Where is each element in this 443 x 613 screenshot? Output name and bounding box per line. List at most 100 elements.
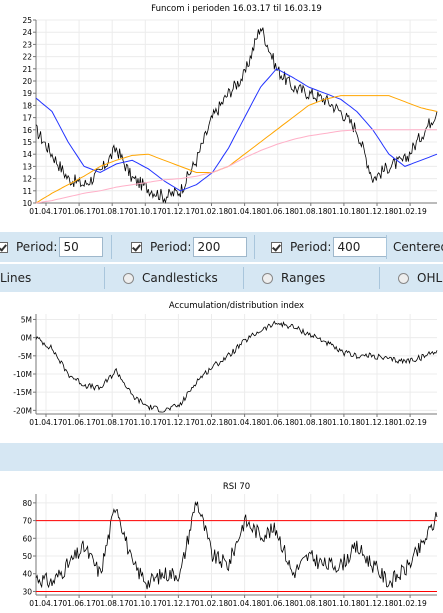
divider	[243, 267, 244, 289]
centered-toggle[interactable]: Centered	[393, 240, 443, 254]
rsi-chart-xtick-label: 01.08.18	[294, 599, 328, 608]
ranges-option[interactable]: Ranges	[262, 264, 325, 292]
rsi-chart-ytick-label: 50	[22, 552, 32, 561]
ad-chart-ytick-label: -10M	[13, 370, 32, 379]
rsi-chart-title: RSI 70	[223, 482, 250, 492]
price-chart-ytick-label: 17	[22, 114, 32, 123]
ad-chart-xtick-label: 01.10.17	[129, 418, 163, 427]
rsi-chart-xtick-label: 01.10.18	[327, 599, 361, 608]
period-200-input[interactable]: 200	[193, 237, 248, 257]
ad-chart-xtick-label: 01.04.18	[228, 418, 262, 427]
price-chart-xtick-label: 01.08.17	[95, 207, 129, 216]
ad-chart-xtick-label: 01.08.17	[95, 418, 129, 427]
period-label: Period:	[150, 240, 192, 254]
price-chart-ytick-label: 15	[22, 138, 32, 147]
price-chart-series-line	[35, 68, 438, 192]
price-chart-title: Funcom i perioden 16.03.17 til 16.03.19	[151, 4, 322, 14]
rsi-chart-xtick-label: 01.02.19	[393, 599, 427, 608]
period-400-input[interactable]: 400	[333, 237, 388, 257]
candlesticks-option[interactable]: Candlesticks	[123, 264, 218, 292]
divider	[111, 235, 112, 259]
price-chart-ytick-label: 12	[22, 175, 32, 184]
lines-option[interactable]: Lines	[0, 264, 31, 292]
price-chart-xtick-label: 01.10.18	[327, 207, 361, 216]
ad-chart-xtick-label: 01.12.17	[162, 418, 196, 427]
divider	[379, 267, 380, 289]
price-chart-ytick-label: 22	[22, 53, 32, 62]
ad-chart-xtick-label: 01.02.18	[195, 418, 229, 427]
ad-chart-xtick-label: 01.08.18	[294, 418, 328, 427]
ohl-option[interactable]: OHL	[398, 264, 442, 292]
ad-chart-ytick-label: 5M	[21, 315, 32, 324]
price-chart-xtick-label: 01.02.18	[195, 207, 229, 216]
price-chart: Funcom i perioden 16.03.17 til 16.03.19 1…	[22, 4, 438, 216]
divider	[386, 235, 387, 259]
ma-50-checkbox[interactable]	[0, 241, 8, 253]
price-chart-ytick-label: 19	[22, 89, 32, 98]
price-chart-series-line	[35, 27, 438, 204]
rsi-chart-ytick-label: 60	[22, 534, 32, 543]
ad-chart: Accumulation/distribution index 5M 0M -5M -1…	[13, 301, 438, 427]
ad-chart-ytick-label: -20M	[13, 406, 32, 415]
rsi-chart-xtick-label: 01.12.18	[360, 599, 394, 608]
rsi-chart-xtick-label: 01.02.18	[195, 599, 229, 608]
price-chart-ytick-label: 13	[22, 162, 32, 171]
rsi-chart-xtick-label: 01.08.17	[95, 599, 129, 608]
rsi-chart-xtick-label: 01.06.18	[261, 599, 295, 608]
period-label: Period:	[16, 240, 58, 254]
price-chart-ytick-label: 10	[22, 199, 32, 208]
price-chart-ytick-label: 16	[22, 126, 32, 135]
ma-200-checkbox[interactable]	[131, 241, 142, 253]
rsi-chart-xtick-label: 01.04.18	[228, 599, 262, 608]
rsi-chart-ytick-label: 80	[22, 499, 32, 508]
price-chart-xtick-label: 01.04.17	[29, 207, 63, 216]
rsi-chart-xtick-label: 01.04.17	[29, 599, 63, 608]
candlesticks-option-label: Candlesticks	[142, 271, 218, 285]
ad-chart-ytick-label: -15M	[13, 388, 32, 397]
ad-chart-series-line	[35, 320, 438, 413]
price-chart-series-line	[35, 129, 437, 204]
period-control-2: Period: 200	[131, 232, 248, 262]
rsi-chart-xtick-label: 01.06.17	[62, 599, 96, 608]
lines-option-label: Lines	[0, 271, 32, 285]
price-chart-ytick-label: 25	[22, 16, 32, 25]
period-50-input[interactable]: 50	[59, 237, 104, 257]
chart-type-controls: Lines Candlesticks Ranges OHL	[0, 264, 443, 292]
candlesticks-radio[interactable]	[123, 272, 134, 284]
empty-strip	[0, 443, 443, 471]
ad-chart-xtick-label: 01.12.18	[360, 418, 394, 427]
ad-chart-title: Accumulation/distribution index	[169, 301, 304, 311]
price-chart-xtick-label: 01.06.17	[62, 207, 96, 216]
price-chart-xtick-label: 01.04.18	[228, 207, 262, 216]
price-chart-ytick-label: 18	[22, 101, 32, 110]
price-chart-ytick-label: 23	[22, 40, 32, 49]
price-chart-xtick-label: 01.08.18	[294, 207, 328, 216]
ma-400-checkbox[interactable]	[271, 241, 282, 253]
price-chart-xtick-label: 01.10.17	[129, 207, 163, 216]
ranges-option-label: Ranges	[281, 271, 326, 285]
price-chart-ytick-label: 21	[22, 65, 32, 74]
ad-chart-ytick-label: 0M	[21, 334, 32, 343]
price-chart-ytick-label: 14	[22, 150, 32, 159]
divider	[254, 235, 255, 259]
ranges-radio[interactable]	[262, 272, 273, 284]
ohl-radio[interactable]	[398, 272, 409, 284]
price-chart-xtick-label: 01.12.17	[162, 207, 196, 216]
rsi-chart-ytick-label: 40	[22, 570, 32, 579]
ad-chart-ytick-label: -5M	[18, 352, 32, 361]
ad-chart-xtick-label: 01.02.19	[393, 418, 427, 427]
period-label: Period:	[290, 240, 332, 254]
divider	[104, 267, 105, 289]
rsi-chart-xtick-label: 01.10.17	[129, 599, 163, 608]
ad-chart-xtick-label: 01.10.18	[327, 418, 361, 427]
price-chart-ytick-label: 11	[22, 187, 32, 196]
period-control-3: Period: 400	[271, 232, 388, 262]
price-chart-ytick-label: 20	[22, 77, 32, 86]
rsi-chart-series-line	[35, 500, 438, 590]
period-control-1: Period: 50	[0, 232, 104, 262]
ad-chart-xtick-label: 01.06.18	[261, 418, 295, 427]
price-chart-xtick-label: 01.12.18	[360, 207, 394, 216]
ad-chart-xtick-label: 01.06.17	[62, 418, 96, 427]
period-controls: Period: 50 Period: 200 Period: 400 Cente…	[0, 232, 443, 262]
